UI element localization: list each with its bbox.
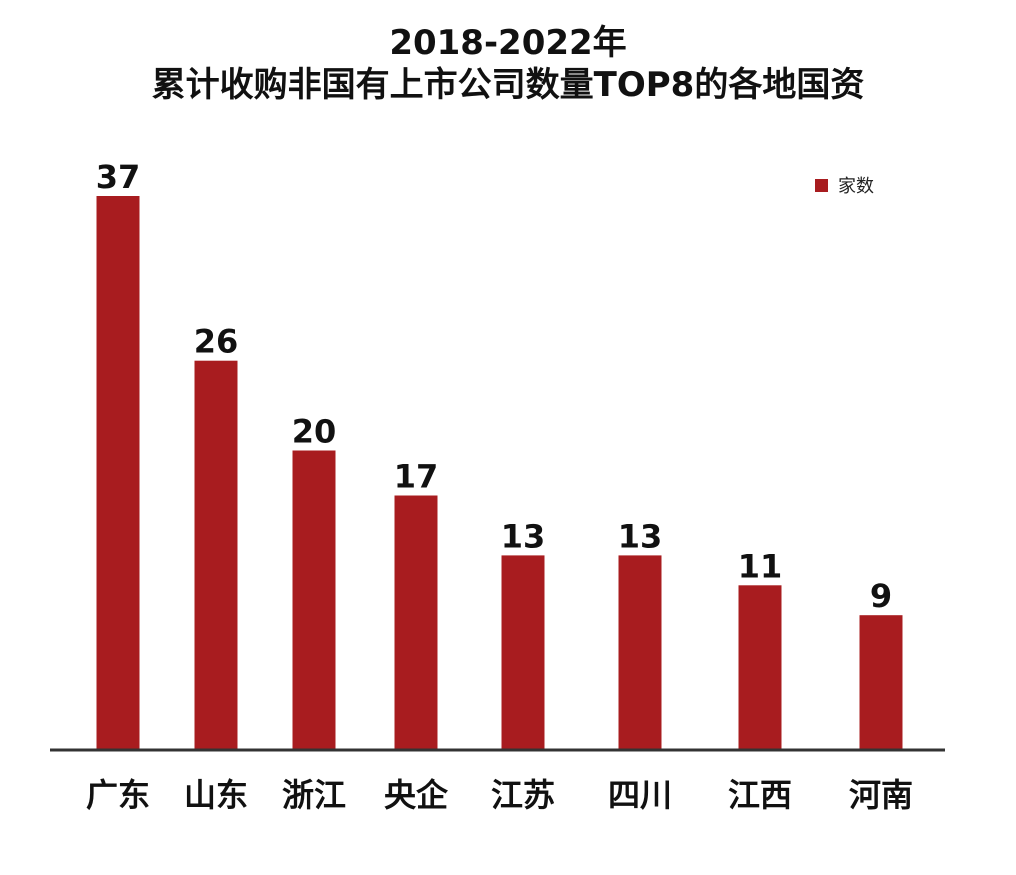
bar-6 (738, 585, 782, 750)
value-label-0: 37 (96, 158, 141, 196)
value-label-7: 9 (870, 577, 892, 615)
category-label-4: 江苏 (491, 776, 555, 814)
value-label-1: 26 (194, 323, 239, 361)
category-label-7: 河南 (849, 776, 913, 814)
category-label-0: 广东 (86, 776, 150, 814)
bar-7 (859, 615, 903, 750)
bars-group: 37 广东 26 山东 20 浙江 17 央企 13 江苏 13 四川 11 江西 9 河南 (86, 158, 913, 814)
chart-title: 2018-2022年 累计收购非国有上市公司数量TOP8的各地国资 (0, 22, 1016, 106)
value-label-6: 11 (738, 547, 783, 585)
legend-label-jiashu: 家数 (838, 176, 874, 197)
value-label-3: 17 (394, 458, 439, 496)
value-label-5: 13 (618, 517, 663, 555)
bar-2 (292, 450, 336, 750)
bar-3 (394, 495, 438, 750)
bar-0 (96, 196, 140, 750)
legend-swatch (815, 179, 828, 192)
bar-1 (194, 360, 238, 750)
chart-title-line-1: 2018-2022年 (389, 23, 627, 63)
category-label-3: 央企 (384, 776, 449, 814)
bar-4 (501, 555, 545, 750)
category-label-1: 山东 (184, 776, 248, 814)
legend: 家数 (815, 176, 874, 197)
category-label-5: 四川 (608, 776, 672, 814)
category-label-2: 浙江 (282, 776, 346, 814)
chart-title-line-2: 累计收购非国有上市公司数量TOP8的各地国资 (151, 65, 865, 105)
value-label-4: 13 (501, 517, 546, 555)
value-label-2: 20 (292, 413, 337, 451)
bar-5 (618, 555, 662, 750)
category-label-6: 江西 (728, 776, 792, 814)
